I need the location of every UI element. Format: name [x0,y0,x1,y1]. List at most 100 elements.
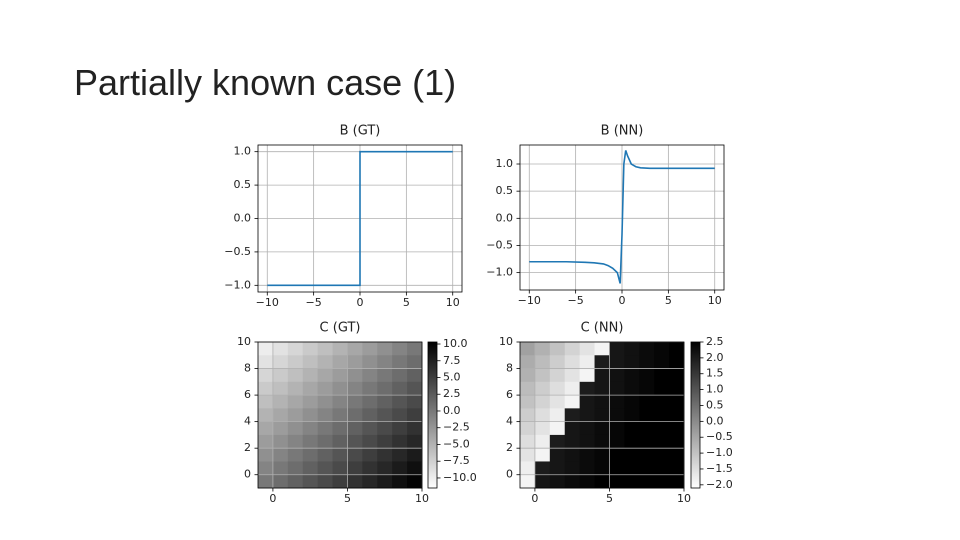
heatmap-cell [639,448,655,462]
heatmap-cell [654,368,670,383]
heatmap-cell [609,381,625,396]
heatmap-cell [317,434,334,449]
heatmap-cell [407,355,423,370]
heatmap-cell [579,448,596,462]
heatmap-cell [302,395,319,409]
heatmap-cell [377,474,393,489]
y-tick-label: 6 [506,388,513,401]
heatmap-cell [392,461,408,476]
heatmap-cell [287,342,304,356]
heatmap-cell [609,368,625,383]
y-tick-label: 10 [237,335,251,348]
heatmap-cell [549,434,566,449]
heatmap-cell [407,448,423,462]
heatmap-cell [520,395,536,409]
heatmap-cell [272,421,289,436]
heatmap-cell [564,448,581,462]
x-tick-label: 10 [677,492,691,505]
y-tick-label: 0.5 [496,184,514,197]
heatmap-cell [287,381,304,396]
heatmap-cell [564,355,581,370]
heatmap-cell [564,474,581,489]
heatmap-cell [579,434,596,449]
colorbar [690,341,701,489]
heatmap-cell [407,342,423,356]
heatmap-cell [377,461,393,476]
heatmap-cell [302,434,319,449]
heatmap-cell [317,368,334,383]
heatmap-cell [302,368,319,383]
heatmap-cell [669,381,685,396]
heatmap-cell [392,395,408,409]
heatmap-cell [362,342,378,356]
heatmap-cell [347,342,363,356]
heatmap-cell [639,395,655,409]
heatmap-cell [272,395,289,409]
heatmap-cell [362,474,378,489]
axes-frame [257,341,423,489]
heatmap-cell [594,448,610,462]
heatmap-cell [407,421,423,436]
heatmap-cell [639,342,655,356]
heatmap-cell [520,355,536,370]
heatmap-cell [392,434,408,449]
heatmap-cell [377,448,393,462]
heatmap-cell [287,355,304,370]
y-tick-label: 8 [506,362,513,375]
heatmap-cell [669,434,685,449]
heatmap-cell [669,342,685,356]
x-tick-label: 10 [446,296,460,309]
colorbar-tick-label: 0.0 [706,414,724,427]
colorbar-tick-label: 1.5 [706,367,724,380]
heatmap-cell [549,448,566,462]
y-tick-label: 2 [244,441,251,454]
x-tick-label: 5 [606,492,613,505]
line [267,150,453,287]
y-tick-label: 6 [244,388,251,401]
heatmap-cell [302,408,319,423]
y-tick-label: 4 [244,415,251,428]
heatmap-cell [407,395,423,409]
heatmap-cell [258,381,274,396]
colorbar-tick-label: −5.0 [443,437,470,450]
heatmap-cell [549,461,566,476]
heatmap-cell [392,421,408,436]
colorbar-tick-label: −0.5 [706,430,733,443]
heatmap-cell [579,355,596,370]
heatmap-cell [654,355,670,370]
heatmap-cell [594,474,610,489]
heatmap-cell [654,421,670,436]
heatmap-cell [392,474,408,489]
heatmap-cell [534,342,551,356]
x-tick-label: 5 [665,294,672,307]
heatmap-cell [609,408,625,423]
y-tick-label: 0.5 [234,178,252,191]
y-tick-label: 0.0 [496,211,514,224]
heatmap-cell [669,448,685,462]
heatmap-cell [549,408,566,423]
heatmap-cell [302,355,319,370]
heatmap-cell [302,474,319,489]
heatmap-cell [534,368,551,383]
chart: B (NN) −10 −5 0 5 10 −1.0 −0.5 0.0 0.5 1.0 [486,124,725,307]
heatmap-cell [362,421,378,436]
heatmap-cell [272,408,289,423]
colorbar-tick-label: −7.5 [443,454,470,467]
heatmap-cell [332,448,348,462]
heatmap-cell [639,381,655,396]
heatmap-cell [258,342,274,356]
y-tick-label: −0.5 [486,238,513,251]
heatmap-cell [520,474,536,489]
x-tick-label: 10 [415,492,429,505]
heatmap-cell [639,368,655,383]
heatmap-cell [624,448,640,462]
colorbar-tick-label: −1.0 [706,446,733,459]
x-tick-label: 0 [357,296,364,309]
colorbar-tick-label: −2.0 [706,478,733,491]
heatmap-cell [579,395,596,409]
heatmap-cell [609,395,625,409]
heatmap-cell [579,461,596,476]
y-tick-label: 1.0 [234,145,252,158]
heatmap-cell [392,368,408,383]
axes-frame [519,144,725,291]
